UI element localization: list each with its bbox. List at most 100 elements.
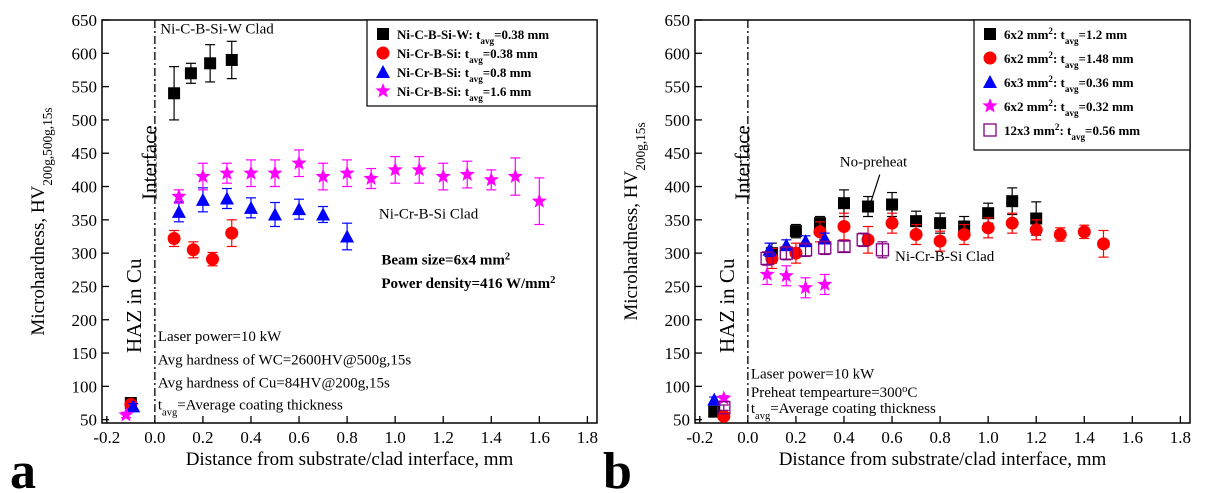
annotation: Preheat tempearture=300oC — [751, 384, 918, 402]
panel-label: a — [10, 443, 36, 493]
y-axis-label: Microhardness, HV200g,500g,15s — [28, 107, 55, 335]
marker-triangle — [126, 399, 141, 413]
annotation-arrow — [867, 174, 881, 212]
marker-circle — [933, 234, 947, 248]
text-part: Preheat tempearture=300 — [751, 385, 902, 401]
error-bar — [858, 232, 869, 248]
y-tick-label: 600 — [72, 44, 98, 63]
annotation: No-preheat — [840, 155, 908, 171]
marker-star — [291, 155, 307, 170]
marker-circle — [225, 226, 239, 240]
y-tick-label: 450 — [665, 144, 691, 163]
text-part: Avg hardness of Cu=84HV@200g,15s — [158, 376, 390, 392]
marker-star — [778, 267, 794, 283]
text-part: : t — [1053, 51, 1066, 66]
marker-circle — [1077, 225, 1091, 239]
marker-star — [716, 390, 732, 405]
y-tick-label: 650 — [665, 11, 691, 30]
marker-star — [267, 165, 283, 180]
x-tick-label: 0.4 — [240, 428, 262, 447]
marker-star — [375, 83, 391, 98]
plot-frame — [101, 19, 598, 424]
marker-star — [315, 168, 331, 183]
superscript: 2 — [505, 251, 510, 262]
marker-star — [797, 279, 814, 295]
y-tick-label: 150 — [72, 344, 98, 363]
text-part: No-preheat — [840, 155, 908, 171]
marker-circle — [717, 409, 731, 423]
marker-star — [531, 193, 547, 208]
text-part: 6x3 mm — [1004, 75, 1049, 90]
text-part: =0.56 mm — [1085, 123, 1140, 138]
y-tick-label: 250 — [72, 277, 98, 296]
marker-open-square — [818, 241, 832, 255]
text-part: Ni-Cr-B-Si: t — [397, 84, 470, 99]
marker-circle — [206, 252, 220, 266]
marker-open-square — [760, 251, 774, 266]
subscript: avg — [1065, 60, 1079, 70]
marker-open-square — [837, 239, 851, 254]
x-tick-label: 0.0 — [144, 428, 165, 447]
annotation: HAZ in Cu — [122, 258, 146, 353]
x-tick-label: 1.8 — [577, 428, 598, 447]
marker-star — [459, 166, 475, 181]
text-part: =1.2 mm — [1079, 27, 1128, 42]
x-tick-label: 1.8 — [1170, 428, 1191, 447]
marker-open-square — [856, 233, 870, 247]
annotation: HAZ in Cu — [715, 258, 739, 353]
marker-square — [886, 198, 899, 211]
marker-square — [168, 87, 181, 100]
legend-label: 12x3 mm2: tavg=0.56 mm — [1004, 122, 1140, 142]
subscript: 200g,500g,15s — [40, 107, 55, 185]
marker-circle — [1029, 223, 1043, 237]
x-tick-label: -0.2 — [93, 428, 120, 447]
annotation: Ni-C-B-Si-W Clad — [160, 21, 274, 37]
y-tick-label: 100 — [665, 377, 691, 396]
x-tick-label: 1.4 — [1074, 428, 1096, 447]
legend-label: 6x2 mm2: tavg=1.2 mm — [1004, 26, 1127, 46]
panel-label: b — [603, 443, 632, 493]
marker-square — [984, 28, 996, 40]
marker-square — [837, 197, 850, 210]
y-tick-label: 300 — [72, 244, 98, 263]
marker-square — [377, 28, 389, 40]
legend-label: Ni-Cr-B-Si: tavg=0.8 mm — [397, 65, 531, 84]
y-tick-label: 200 — [72, 311, 98, 330]
superscript: 2 — [550, 274, 555, 285]
y-tick-label: 350 — [665, 211, 691, 230]
marker-star — [118, 407, 134, 422]
marker-triangle — [171, 204, 186, 218]
marker-circle — [1005, 216, 1019, 230]
text-part: Avg hardness of WC=2600HV@500g,15s — [158, 352, 412, 368]
legend-label: Ni-C-B-Si-W: tavg=0.38 mm — [397, 27, 549, 46]
marker-triangle — [316, 207, 331, 221]
marker-triangle — [219, 191, 234, 205]
annotation: Interface — [138, 125, 162, 200]
plot-frame — [694, 19, 1191, 424]
subscript: avg — [1065, 108, 1079, 118]
text-part: =0.38 mm — [483, 46, 538, 61]
marker-square — [184, 67, 197, 80]
x-tick-label: 0.0 — [737, 428, 758, 447]
annotation: Avg hardness of Cu=84HV@200g,15s — [158, 376, 390, 392]
text-part: Beam size=6x4 mm — [381, 252, 505, 268]
marker-triangle — [292, 202, 307, 216]
text-part: =0.8 mm — [483, 65, 532, 80]
x-tick-label: 0.6 — [288, 428, 309, 447]
text-part: : t — [1053, 99, 1066, 114]
error-bar — [838, 240, 849, 253]
marker-circle — [861, 233, 875, 247]
x-tick-label: 1.0 — [978, 428, 999, 447]
marker-triangle — [243, 200, 258, 214]
marker-star — [363, 170, 379, 185]
x-tick-label: 1.2 — [1026, 428, 1047, 447]
annotation: Laser power=10 kW — [751, 366, 875, 382]
text-part: HAZ in Cu — [122, 258, 146, 353]
text-part: =Average coating thickness — [177, 398, 343, 414]
marker-circle — [909, 227, 923, 241]
marker-star — [817, 276, 833, 291]
marker-star — [171, 188, 187, 203]
text-part: Microhardness, HV — [621, 170, 642, 320]
legend-label: Ni-Cr-B-Si: tavg=1.6 mm — [397, 84, 531, 103]
